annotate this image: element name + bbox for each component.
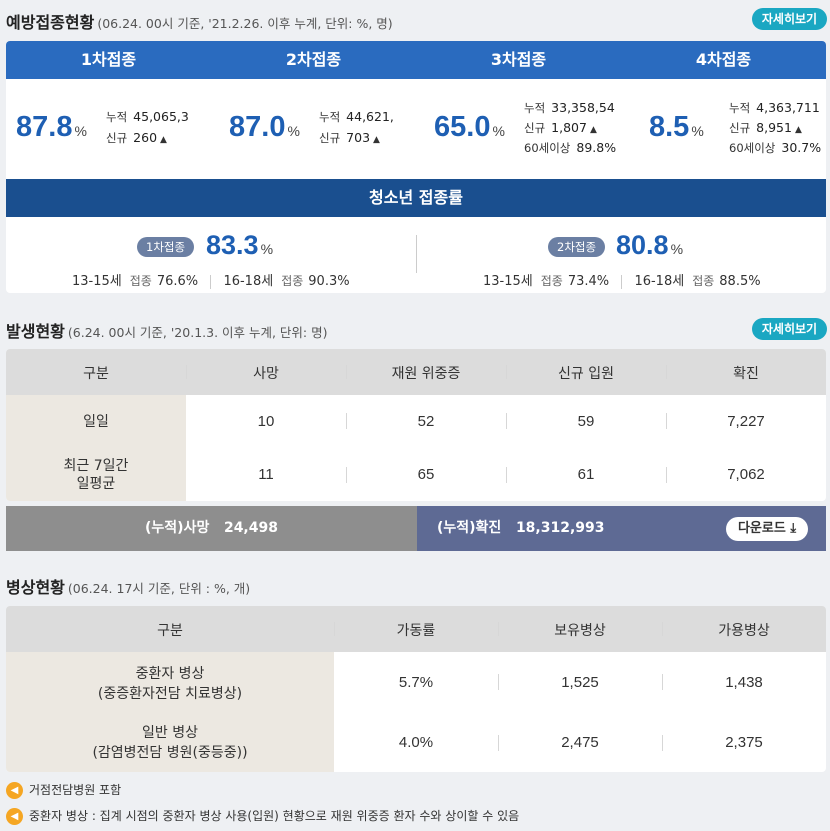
dose-4-cumulative: 누적 4,363,711	[729, 100, 820, 115]
beds-table-header: 구분 가동률 보유병상 가용병상	[6, 606, 826, 652]
outbreak-col-critical: 재원 위중증	[391, 366, 461, 382]
daily-new-admission: 59	[577, 413, 595, 430]
footnote-2: ◀ 중환자 병상 : 집계 시점의 중환자 병상 사용(입원) 현황으로 재원 위…	[6, 807, 519, 825]
dose-4-new: 신규 8,951 ▲	[729, 120, 802, 135]
dose-4-header: 4차접종	[695, 50, 752, 69]
beds-col-available: 가용병상	[718, 623, 770, 639]
up-arrow-icon: ▲	[589, 125, 597, 135]
weekly-deaths: 11	[258, 466, 274, 483]
speaker-icon: ◀	[6, 782, 23, 799]
outbreak-table-header: 구분 사망 재원 위중증 신규 입원 확진	[6, 349, 826, 395]
beds-note: (06.24. 17시 기준, 단위 : %, 개)	[67, 581, 251, 596]
vaccination-section-title: 예방접종현황 (06.24. 00시 기준, '21.2.26. 이후 누계, 단…	[6, 9, 393, 33]
youth-divider	[416, 235, 417, 273]
beds-col-occupancy: 가동률	[396, 623, 436, 639]
youth-dose-2-rate: 80.8%	[616, 230, 684, 260]
outbreak-col-deaths: 사망	[253, 366, 279, 382]
dose-3-cumulative: 누적 33,358,54	[524, 100, 615, 115]
outbreak-note: (6.24. 00시 기준, '20.1.3. 이후 누계, 단위: 명)	[67, 325, 328, 340]
dose-3-panel: 65.0% 누적 33,358,54 신규 1,807 ▲ 60세이상 89.8%	[416, 97, 621, 157]
vaccination-note: (06.24. 00시 기준, '21.2.26. 이후 누계, 단위: %, …	[97, 16, 393, 31]
dose-1-rate: 87.8%	[16, 111, 87, 143]
beds-title: 병상현황	[6, 578, 65, 597]
outbreak-col-new-admission: 신규 입원	[558, 366, 614, 382]
beds-col-category: 구분	[157, 623, 183, 639]
outbreak-col-category: 구분	[83, 366, 109, 382]
general-occupancy: 4.0%	[398, 734, 434, 751]
youth-dose-1-breakdown: 13-15세 접종 76.6% 16-18세 접종 90.3%	[72, 274, 350, 289]
dose-1-panel: 87.8% 누적 45,065,3 신규 260 ▲	[6, 97, 211, 157]
outbreak-section-title: 발생현황 (6.24. 00시 기준, '20.1.3. 이후 누계, 단위: 명…	[6, 318, 328, 342]
dose-1-header: 1차접종	[80, 50, 137, 69]
vaccination-more-button[interactable]: 자세히보기	[752, 8, 827, 30]
dose-3-over60: 60세이상 89.8%	[524, 140, 617, 155]
download-icon: ⤓	[790, 521, 797, 536]
weekly-critical: 65	[417, 466, 435, 483]
youth-dose-2-pill: 2차접종	[548, 237, 606, 257]
youth-dose-2-breakdown: 13-15세 접종 73.4% 16-18세 접종 88.5%	[483, 274, 761, 289]
outbreak-table: 구분 사망 재원 위중증 신규 입원 확진 일일 최근 7일간 일평균 10 5…	[6, 349, 826, 501]
outbreak-title: 발생현황	[6, 322, 65, 341]
vaccination-card: 1차접종 2차접종 3차접종 4차접종 87.8% 누적 45,065,3 신규 2…	[6, 41, 826, 293]
dose-4-panel: 8.5% 누적 4,363,711 신규 8,951 ▲ 60세이상 30.7%	[621, 97, 826, 157]
up-arrow-icon: ▲	[373, 135, 380, 145]
dose-4-rate: 8.5%	[649, 111, 704, 143]
beds-table: 구분 가동률 보유병상 가용병상 중환자 병상 (중증환자전담 치료병상) 일반…	[6, 606, 826, 772]
vaccination-title: 예방접종현황	[6, 13, 95, 32]
dose-3-new: 신규 1,807 ▲	[524, 120, 597, 135]
speaker-icon: ◀	[6, 808, 23, 825]
outbreak-row-weekly-label: 최근 7일간 일평균	[63, 458, 129, 492]
dose-1-cumulative: 누적 45,065,3	[106, 109, 189, 124]
youth-dose-1-rate: 83.3%	[206, 230, 274, 260]
dose-2-panel: 87.0% 누적 44,621, 신규 703 ▲	[211, 97, 416, 157]
dose-3-header: 3차접종	[490, 50, 547, 69]
youth-dose-1-pill: 1차접종	[137, 237, 195, 257]
daily-confirmed: 7,227	[727, 413, 765, 430]
icu-occupancy: 5.7%	[398, 674, 434, 691]
dose-2-header: 2차접종	[285, 50, 342, 69]
up-arrow-icon: ▲	[160, 135, 167, 145]
beds-section-title: 병상현황 (06.24. 17시 기준, 단위 : %, 개)	[6, 574, 250, 598]
weekly-confirmed: 7,062	[727, 466, 765, 483]
dose-2-rate: 87.0%	[229, 111, 300, 143]
general-total: 2,475	[561, 734, 599, 751]
footnote-1: ◀ 거점전담병원 포함	[6, 781, 121, 799]
outbreak-label-column	[6, 395, 186, 501]
download-button[interactable]: 다운로드 ⤓	[726, 517, 808, 541]
beds-label-column	[6, 652, 334, 772]
cumulative-confirmed: (누적)확진 18,312,993	[437, 520, 605, 536]
icu-available: 1,438	[725, 674, 763, 691]
dose-header-bar: 1차접종 2차접종 3차접종 4차접종	[6, 41, 826, 79]
dose-4-over60: 60세이상 30.7%	[729, 140, 822, 155]
youth-rate-header: 청소년 접종률	[6, 179, 826, 217]
beds-col-total: 보유병상	[554, 623, 606, 639]
dose-2-cumulative: 누적 44,621,	[319, 109, 394, 124]
up-arrow-icon: ▲	[794, 125, 802, 135]
dose-1-new: 신규 260 ▲	[106, 130, 167, 145]
beds-row-icu-label: 중환자 병상 (중증환자전담 치료병상)	[97, 666, 243, 702]
weekly-new-admission: 61	[577, 466, 595, 483]
beds-row-general-label: 일반 병상 (감염병전담 병원(중등중))	[92, 725, 248, 761]
daily-critical: 52	[417, 413, 435, 430]
outbreak-col-confirmed: 확진	[733, 366, 759, 382]
outbreak-more-button[interactable]: 자세히보기	[752, 318, 827, 340]
dose-2-new: 신규 703 ▲	[319, 130, 380, 145]
cumulative-deaths: (누적)사망 24,498	[6, 506, 417, 551]
outbreak-row-daily-label: 일일	[83, 414, 109, 430]
icu-total: 1,525	[561, 674, 599, 691]
dose-3-rate: 65.0%	[434, 111, 505, 143]
daily-deaths: 10	[257, 413, 275, 430]
cumulative-confirmed-bar: (누적)확진 18,312,993 다운로드 ⤓	[417, 506, 826, 551]
general-available: 2,375	[725, 734, 763, 751]
